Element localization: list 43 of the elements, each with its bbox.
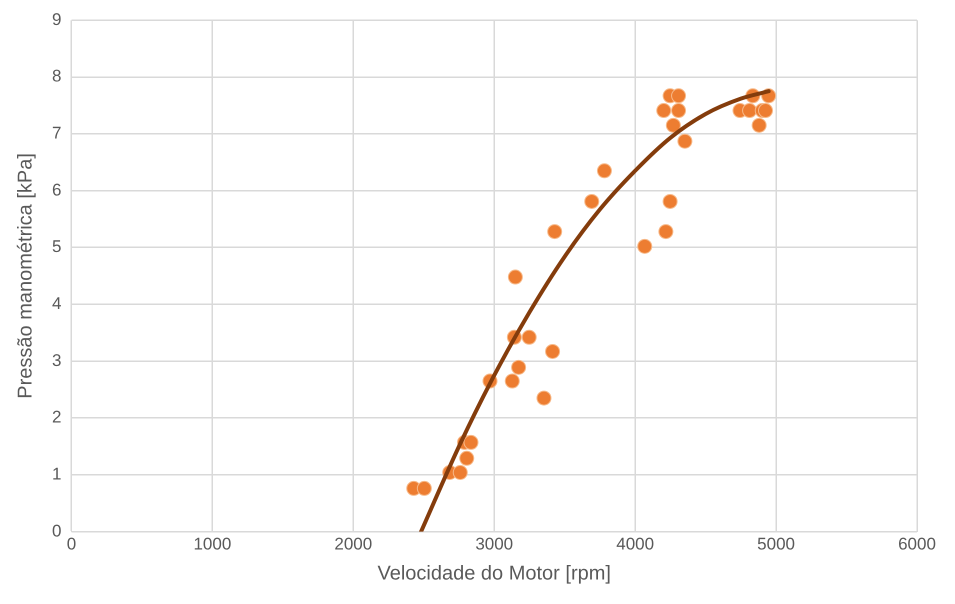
point: [547, 224, 562, 240]
y-tick-label: 5: [52, 237, 62, 256]
point: [666, 118, 681, 133]
point: [416, 480, 432, 496]
point: [671, 103, 686, 118]
point: [584, 194, 600, 209]
point: [677, 134, 692, 149]
x-tick-label: 4000: [616, 534, 654, 554]
y-axis-title: Pressão manométrica [kPa]: [14, 153, 37, 399]
x-tick-label: 2000: [334, 534, 372, 554]
y-tick-label: 1: [52, 464, 62, 484]
point: [452, 465, 468, 480]
y-tick-label: 4: [52, 294, 62, 313]
y-tick-label: 2: [52, 408, 62, 427]
x-tick-label: 5000: [757, 534, 795, 554]
point: [504, 374, 520, 389]
y-tick-label: 0: [52, 521, 62, 540]
x-tick-label: 6000: [898, 534, 936, 554]
point: [742, 103, 758, 118]
point: [508, 270, 523, 285]
point: [671, 88, 686, 104]
point: [658, 224, 674, 240]
point: [752, 118, 767, 133]
point: [459, 450, 474, 466]
point: [522, 330, 537, 345]
y-tick-label: 9: [52, 10, 62, 29]
point: [536, 390, 552, 406]
y-tick-label: 8: [52, 66, 62, 86]
point: [637, 238, 652, 254]
x-tick-label: 3000: [475, 534, 514, 554]
y-tick-label: 7: [52, 124, 62, 143]
point: [596, 163, 612, 178]
point: [758, 103, 774, 118]
point: [545, 344, 560, 359]
x-tick-label: 0: [66, 534, 76, 554]
point: [511, 360, 526, 375]
y-tick-label: 6: [52, 180, 62, 200]
x-tick-label: 1000: [193, 534, 232, 554]
y-tick-label: 3: [52, 350, 62, 370]
x-axis-title: Velocidade do Motor [rpm]: [377, 562, 611, 585]
point: [656, 103, 672, 118]
point: [463, 434, 478, 450]
point: [662, 194, 678, 209]
